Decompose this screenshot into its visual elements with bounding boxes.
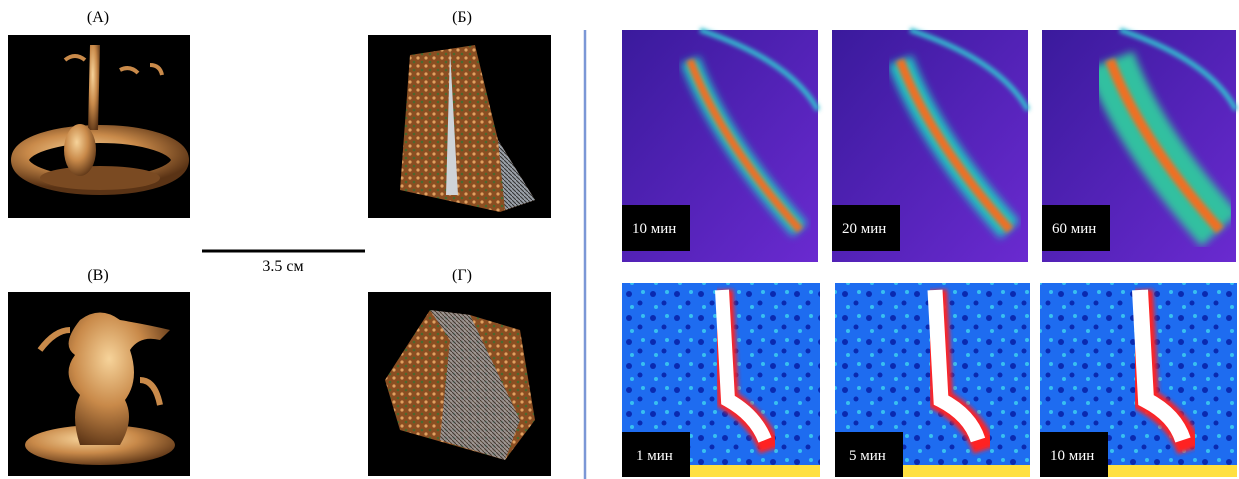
- scale-label: 3.5 см: [262, 258, 303, 275]
- render-d: [368, 292, 551, 476]
- time-label: 60 мин: [1052, 221, 1096, 237]
- time-label: 5 мин: [849, 448, 886, 464]
- heatmap-top: 10 мин 20 мин 60 мин: [622, 30, 1236, 262]
- time-label: 1 мин: [636, 448, 673, 464]
- panel-label: (А): [87, 9, 109, 26]
- figure: (А) (Б) (В) (Г) 3.5 см 10 мин 20 мин: [0, 0, 1239, 479]
- render-a: [8, 35, 190, 218]
- time-label: 10 мин: [1050, 448, 1094, 464]
- heatmap-bottom: 1 мин 5 мин 10 мин: [622, 283, 1237, 477]
- panel-label: (Г): [452, 267, 472, 284]
- time-label: 20 мин: [842, 221, 886, 237]
- panel-label: (В): [87, 267, 108, 284]
- panel-label: (Б): [452, 9, 472, 26]
- render-c: [8, 292, 190, 476]
- render-b: [368, 35, 551, 218]
- time-label: 10 мин: [632, 221, 676, 237]
